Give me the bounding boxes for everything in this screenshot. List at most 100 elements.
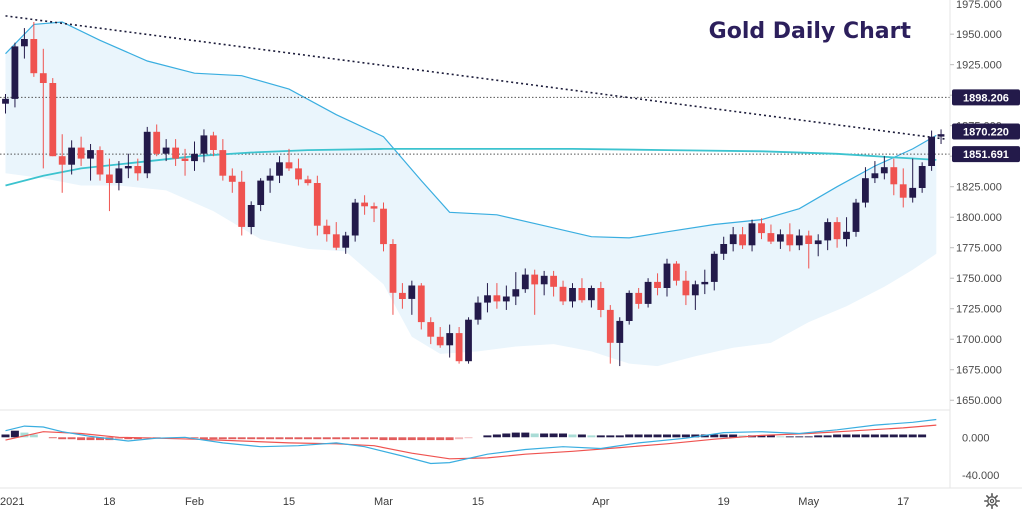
candle-body-3 bbox=[30, 39, 38, 74]
macd-histogram-bar-87 bbox=[823, 435, 832, 438]
candle-body-31 bbox=[295, 168, 302, 180]
macd-histogram-bar-8 bbox=[77, 437, 86, 441]
resistance-trendline bbox=[5, 15, 946, 140]
candle-body-1 bbox=[11, 46, 19, 99]
candle-body-34 bbox=[323, 225, 331, 235]
candle-body-59 bbox=[559, 286, 567, 302]
bollinger-upper-line bbox=[5, 21, 937, 239]
macd-signal-line bbox=[5, 424, 937, 460]
candle-body-74 bbox=[701, 281, 709, 285]
price-tag-bg-2 bbox=[952, 146, 1020, 163]
time-axis-label-4: Mar bbox=[374, 496, 393, 508]
candle-body-70 bbox=[663, 263, 671, 288]
candle-body-71 bbox=[673, 263, 680, 281]
candle-body-69 bbox=[654, 281, 661, 288]
price-tick-label-6: 1825.000 bbox=[956, 182, 1002, 194]
price-tags: 1898.206 1870.220 1851.691 bbox=[952, 89, 1020, 163]
macd-histogram-bar-39 bbox=[370, 437, 378, 440]
candle-body-24 bbox=[228, 175, 236, 182]
macd-histogram-bar-29 bbox=[275, 437, 284, 440]
candle-body-16 bbox=[153, 131, 161, 154]
gear-icon[interactable] bbox=[984, 493, 1000, 509]
candle-body-53 bbox=[502, 296, 510, 302]
candle-body-42 bbox=[399, 292, 406, 299]
candle-body-41 bbox=[389, 244, 397, 293]
macd-histogram-bar-64 bbox=[606, 435, 615, 438]
candle-body-19 bbox=[181, 158, 189, 161]
macd-histogram-bar-2 bbox=[20, 432, 29, 438]
time-axis-label-7: 19 bbox=[718, 496, 730, 508]
candle-body-46 bbox=[436, 336, 444, 346]
macd-histogram-bar-55 bbox=[521, 432, 530, 438]
candle-body-62 bbox=[588, 288, 595, 301]
macd-histogram-bar-37 bbox=[351, 437, 360, 440]
macd-histogram-bar-92 bbox=[870, 434, 879, 438]
macd-histogram-bar-32 bbox=[303, 437, 312, 440]
candle-body-60 bbox=[569, 288, 576, 302]
time-axis-label-1: 18 bbox=[103, 496, 115, 508]
macd-histogram-bar-13 bbox=[124, 437, 133, 440]
candle-body-11 bbox=[106, 174, 113, 183]
macd-histogram-bar-73 bbox=[691, 434, 700, 438]
candle-body-15 bbox=[143, 131, 151, 174]
candle-body-32 bbox=[304, 179, 312, 184]
macd-histogram-bar-5 bbox=[48, 437, 57, 439]
candle-body-21 bbox=[200, 135, 208, 154]
candle-body-75 bbox=[710, 253, 718, 282]
macd-histogram-bar-48 bbox=[455, 437, 464, 440]
candle-body-57 bbox=[540, 275, 548, 285]
candle-body-87 bbox=[824, 222, 832, 241]
time-axis-label-5: 15 bbox=[472, 496, 484, 508]
candle-body-88 bbox=[833, 222, 841, 240]
macd-axis: 0.000 -40.000 bbox=[962, 432, 999, 482]
candle-body-76 bbox=[720, 244, 728, 254]
macd-histogram-bar-81 bbox=[766, 435, 775, 438]
macd-histogram-bar-0 bbox=[1, 434, 10, 438]
macd-histogram-bar-71 bbox=[672, 434, 681, 438]
price-tick-label-7: 1800.000 bbox=[956, 212, 1002, 224]
macd-histogram-bar-10 bbox=[96, 437, 104, 441]
trendline bbox=[5, 15, 946, 140]
candlesticks[interactable] bbox=[2, 21, 945, 367]
candle-body-12 bbox=[115, 168, 123, 183]
candle-body-9 bbox=[87, 150, 94, 159]
macd-histogram-bar-91 bbox=[861, 434, 870, 438]
time-axis-label-6: Apr bbox=[592, 496, 609, 508]
macd-histogram-bar-60 bbox=[568, 434, 577, 438]
macd-histogram-bar-57 bbox=[540, 433, 549, 438]
candle-body-30 bbox=[285, 162, 293, 169]
candle-body-93 bbox=[880, 167, 888, 174]
macd-histogram-bar-86 bbox=[814, 435, 823, 438]
price-tag-label-1: 1870.220 bbox=[963, 127, 1009, 139]
candle-body-65 bbox=[616, 320, 624, 343]
candle-body-68 bbox=[644, 281, 652, 304]
macd-histogram-bar-45 bbox=[426, 437, 435, 441]
macd-histogram-bar-35 bbox=[332, 437, 341, 440]
macd-line bbox=[5, 418, 937, 465]
time-axis[interactable]: 2021 18 Feb 15 Mar 15 Apr 19 May 17 bbox=[0, 496, 909, 508]
candle-body-23 bbox=[219, 150, 227, 176]
candle-body-14 bbox=[134, 166, 142, 174]
price-tick-label-1: 1950.000 bbox=[956, 29, 1002, 41]
macd-histogram-bar-66 bbox=[625, 434, 634, 438]
candle-body-91 bbox=[862, 178, 869, 203]
macd-histogram-bar-85 bbox=[804, 436, 813, 438]
macd-histogram-bar-93 bbox=[880, 434, 889, 438]
macd-histogram-bar-83 bbox=[785, 436, 794, 438]
horizontal-levels bbox=[0, 96, 950, 155]
candle-body-96 bbox=[909, 187, 917, 198]
price-tick-label-11: 1700.000 bbox=[956, 334, 1002, 346]
candle-body-48 bbox=[455, 333, 463, 362]
candle-body-61 bbox=[578, 288, 586, 301]
macd-histogram-bar-33 bbox=[313, 437, 322, 440]
candle-body-7 bbox=[68, 147, 75, 165]
macd-histogram-bar-97 bbox=[918, 434, 927, 438]
macd-histogram-bar-69 bbox=[653, 434, 662, 438]
time-axis-label-2: Feb bbox=[185, 496, 204, 508]
macd-histogram-bar-31 bbox=[294, 437, 303, 440]
candle-body-39 bbox=[370, 206, 378, 209]
candle-body-29 bbox=[276, 162, 283, 176]
price-tick-label-9: 1750.000 bbox=[956, 273, 1002, 285]
candle-body-43 bbox=[408, 285, 416, 299]
